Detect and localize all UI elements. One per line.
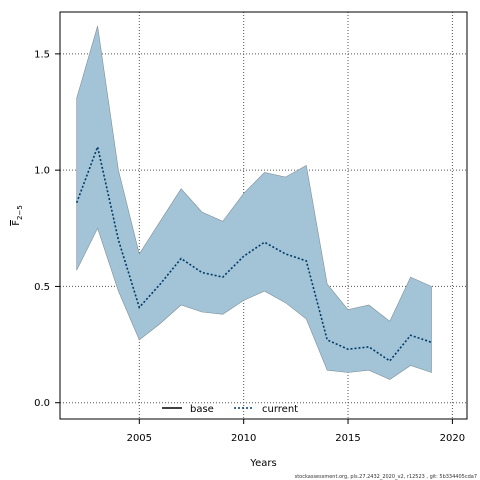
- x-tick-label-1: 2010: [231, 433, 256, 444]
- x-tick-label-2: 2015: [335, 433, 360, 444]
- legend-label-base: base: [190, 404, 214, 415]
- y-axis-title-subscript: 2−5: [16, 205, 24, 220]
- legend: base current: [162, 404, 298, 415]
- legend-label-current: current: [262, 404, 298, 415]
- x-axis: 2005 2010 2015 2020: [127, 419, 465, 444]
- y-tick-label-2: 1.0: [34, 166, 50, 177]
- x-axis-title: Years: [249, 458, 276, 469]
- y-tick-label-3: 1.5: [34, 49, 50, 60]
- y-axis: 0.0 0.5 1.0 1.5: [34, 49, 60, 409]
- footer-credit: stockassessment.org, pls.27.2432_2020_v2…: [295, 474, 477, 480]
- y-axis-title-text: F2−5: [11, 205, 24, 226]
- y-tick-label-1: 0.5: [34, 282, 50, 293]
- series-line-current: [75, 144, 432, 362]
- y-axis-title-main: F: [11, 220, 22, 226]
- x-tick-label-0: 2005: [127, 433, 152, 444]
- plot-frame: [59, 11, 468, 420]
- series-lines: [75, 144, 432, 362]
- y-tick-label-0: 0.0: [34, 398, 50, 409]
- y-axis-title: F2−5: [11, 205, 24, 226]
- x-tick-label-3: 2020: [440, 433, 465, 444]
- confidence-band: [76, 25, 432, 380]
